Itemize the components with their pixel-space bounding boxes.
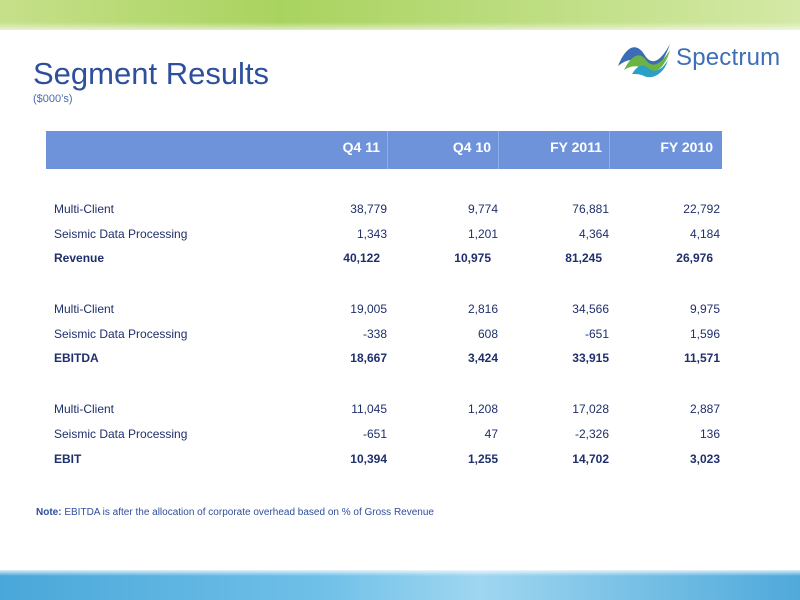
table-row: Seismic Data Processing 1,343 1,201 4,36… bbox=[46, 227, 722, 245]
row-label: Multi-Client bbox=[54, 302, 115, 316]
footnote: Note: EBITDA is after the allocation of … bbox=[36, 507, 434, 518]
cell-value: 10,394 bbox=[350, 452, 387, 466]
table-row: Multi-Client 38,779 9,774 76,881 22,792 bbox=[46, 202, 722, 220]
slide-subtitle: ($000’s) bbox=[33, 93, 73, 105]
cell-value: -651 bbox=[584, 327, 609, 341]
cell-value: 3,424 bbox=[467, 351, 498, 365]
table-row-total: EBITDA 18,667 3,424 33,915 11,571 bbox=[46, 351, 722, 369]
cell-value: -2,326 bbox=[574, 427, 609, 441]
cell-value: 11,571 bbox=[683, 351, 720, 365]
row-label: Seismic Data Processing bbox=[54, 227, 188, 241]
logo-text: Spectrum bbox=[676, 44, 781, 71]
cell-value: 34,566 bbox=[572, 302, 609, 316]
cell-value: -651 bbox=[362, 427, 387, 441]
row-label: Seismic Data Processing bbox=[54, 327, 188, 341]
cell-value: 22,792 bbox=[683, 202, 720, 216]
bottom-decorative-band bbox=[0, 570, 800, 600]
cell-value: 1,343 bbox=[356, 227, 387, 241]
company-logo: Spectrum bbox=[614, 36, 784, 80]
cell-value: 14,702 bbox=[572, 452, 609, 466]
table-header: Q4 11 Q4 10 FY 2011 FY 2010 bbox=[46, 131, 722, 169]
cell-value: 38,779 bbox=[350, 202, 387, 216]
cell-value: 33,915 bbox=[572, 351, 609, 365]
cell-value: 4,364 bbox=[578, 227, 609, 241]
table-row: Seismic Data Processing -651 47 -2,326 1… bbox=[46, 427, 722, 445]
cell-value: 2,816 bbox=[467, 302, 498, 316]
top-decorative-band bbox=[0, 0, 800, 30]
cell-value: 18,667 bbox=[350, 351, 387, 365]
cell-value: 76,881 bbox=[572, 202, 609, 216]
table-row-total: EBIT 10,394 1,255 14,702 3,023 bbox=[46, 452, 722, 470]
row-label: EBITDA bbox=[54, 351, 99, 365]
footnote-label: Note: bbox=[36, 507, 62, 518]
cell-value: 81,245 bbox=[565, 251, 602, 265]
slide-title: Segment Results bbox=[33, 56, 270, 91]
cell-value: 47 bbox=[484, 427, 498, 441]
cell-value: 1,201 bbox=[467, 227, 498, 241]
row-label: Multi-Client bbox=[54, 402, 115, 416]
cell-value: 11,045 bbox=[351, 402, 387, 416]
table-row-total: Revenue 40,122 10,975 81,245 26,976 bbox=[46, 251, 722, 269]
row-label: Seismic Data Processing bbox=[54, 427, 188, 441]
row-label: Revenue bbox=[54, 251, 105, 265]
cell-value: 10,975 bbox=[454, 251, 491, 265]
cell-value: 26,976 bbox=[676, 251, 713, 265]
column-header-fy-2010: FY 2010 bbox=[660, 139, 713, 155]
cell-value: 17,028 bbox=[572, 402, 609, 416]
table-row: Multi-Client 11,045 1,208 17,028 2,887 bbox=[46, 402, 722, 420]
cell-value: 136 bbox=[699, 427, 720, 441]
row-label: Multi-Client bbox=[54, 202, 115, 216]
header-divider bbox=[609, 131, 610, 169]
cell-value: -338 bbox=[362, 327, 387, 341]
row-label: EBIT bbox=[54, 452, 82, 466]
table-row: Multi-Client 19,005 2,816 34,566 9,975 bbox=[46, 302, 722, 320]
cell-value: 608 bbox=[477, 327, 498, 341]
cell-value: 2,887 bbox=[689, 402, 720, 416]
footnote-text: EBITDA is after the allocation of corpor… bbox=[61, 507, 434, 518]
cell-value: 1,255 bbox=[467, 452, 498, 466]
cell-value: 3,023 bbox=[689, 452, 720, 466]
spectrum-wave-icon bbox=[618, 44, 670, 78]
table-row: Seismic Data Processing -338 608 -651 1,… bbox=[46, 327, 722, 345]
column-header-q4-11: Q4 11 bbox=[342, 139, 380, 155]
cell-value: 4,184 bbox=[689, 227, 720, 241]
column-header-fy-2011: FY 2011 bbox=[550, 139, 602, 155]
cell-value: 19,005 bbox=[350, 302, 387, 316]
cell-value: 1,596 bbox=[689, 327, 720, 341]
cell-value: 40,122 bbox=[343, 251, 380, 265]
column-header-q4-10: Q4 10 bbox=[452, 139, 491, 155]
cell-value: 9,774 bbox=[467, 202, 498, 216]
header-divider bbox=[498, 131, 499, 169]
cell-value: 1,208 bbox=[467, 402, 498, 416]
cell-value: 9,975 bbox=[689, 302, 720, 316]
header-divider bbox=[387, 131, 388, 169]
